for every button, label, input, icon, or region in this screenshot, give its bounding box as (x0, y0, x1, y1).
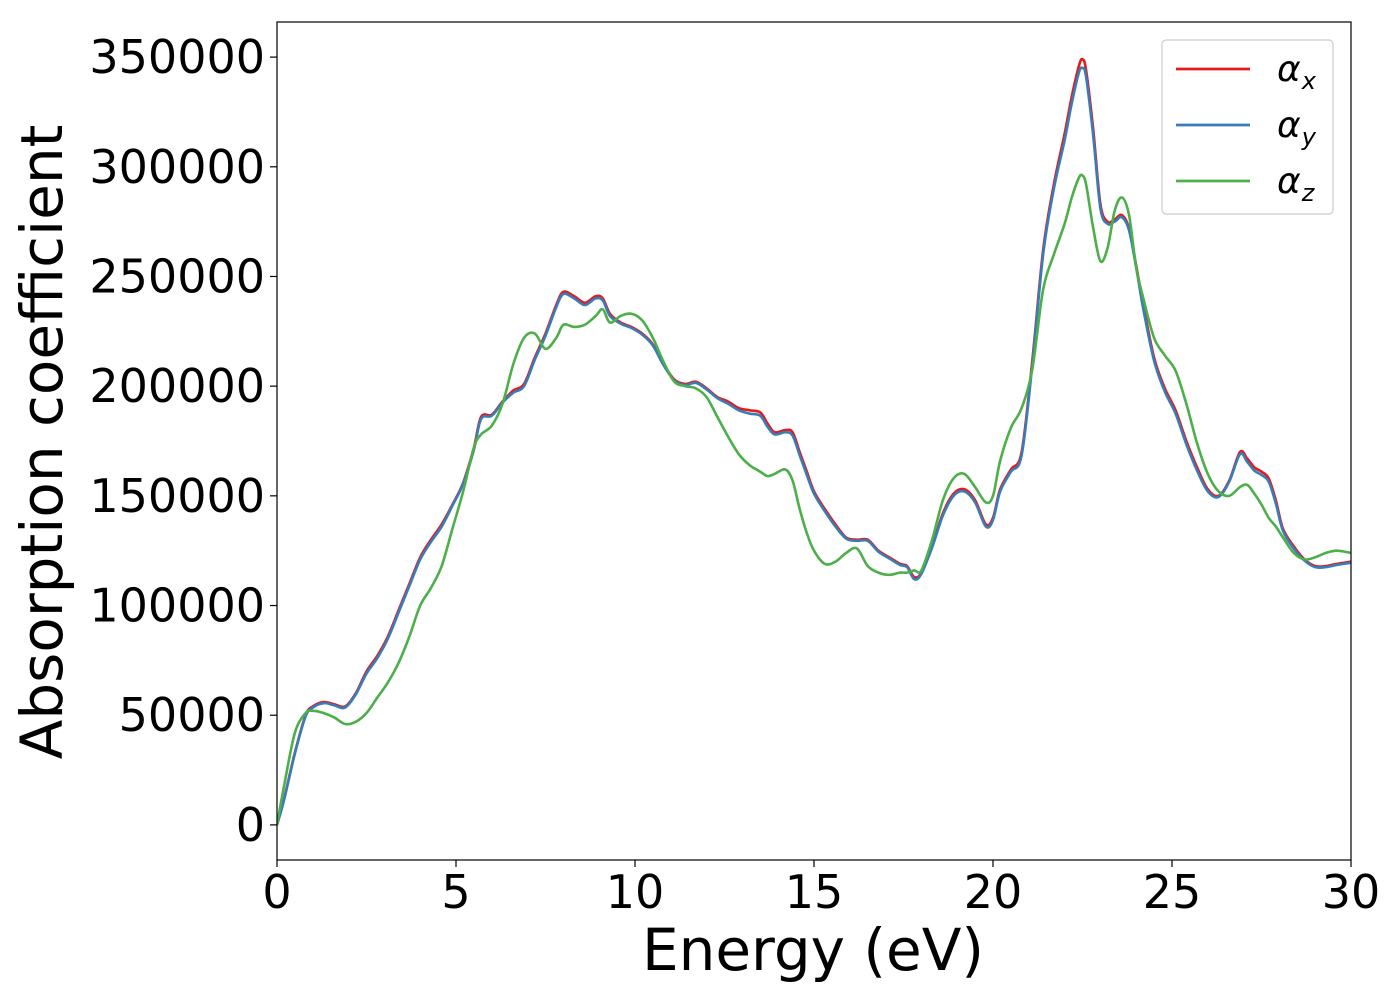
x-tick-label: 10 (606, 865, 665, 919)
x-tick-label: 20 (964, 865, 1023, 919)
series-line-z (277, 173, 1351, 826)
x-tick-label: 0 (262, 865, 291, 919)
x-tick-label: 5 (441, 865, 470, 919)
y-tick-label: 100000 (89, 579, 265, 633)
legend: αx αy αz (1161, 39, 1334, 215)
y-axis-label: Absorption coefficient (8, 125, 76, 760)
y-tick-label: 200000 (89, 359, 265, 413)
legend-label-x: αx (1277, 49, 1317, 95)
legend-label-z: αz (1277, 161, 1316, 207)
y-tick-label: 150000 (89, 469, 265, 523)
y-tick-label: 50000 (119, 688, 265, 742)
y-tick-label: 300000 (89, 140, 265, 194)
legend-box (1161, 39, 1334, 215)
legend-label-y: αy (1277, 105, 1317, 151)
axes-layer: 0 5 10 15 20 25 30 0 50000 100000 150000 200000 2500… (89, 21, 1381, 919)
x-tick-label: 25 (1143, 865, 1202, 919)
x-tick-label: 30 (1322, 865, 1381, 919)
y-tick-label: 0 (236, 798, 265, 852)
x-tick-label: 15 (785, 865, 844, 919)
x-axis-label: Energy (eV) (642, 916, 984, 984)
y-tick-label: 350000 (89, 30, 265, 84)
series-layer (277, 57, 1351, 826)
y-tick-label: 250000 (89, 249, 265, 303)
